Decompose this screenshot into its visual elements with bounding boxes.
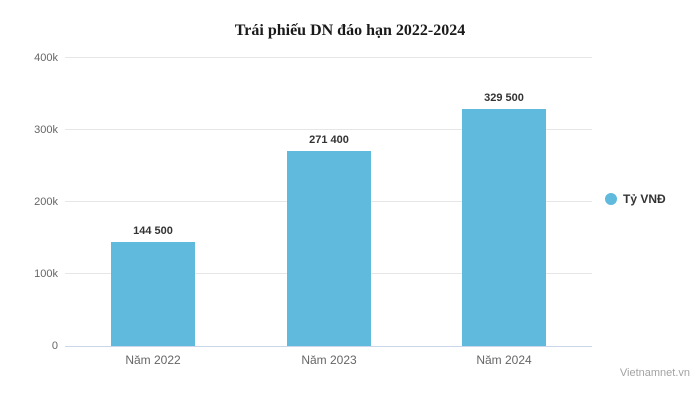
bar-value-label: 144 500 [133, 225, 173, 237]
x-axis-tick-label: Năm 2024 [476, 353, 532, 367]
y-axis-tick-label: 400k [34, 52, 58, 64]
watermark-credit[interactable]: Vietnamnet.vn [619, 367, 690, 379]
bar[interactable] [462, 109, 546, 346]
bar[interactable] [111, 242, 195, 346]
bar-value-label: 329 500 [484, 92, 524, 104]
x-axis-tick-label: Năm 2023 [301, 353, 357, 367]
chart-title: Trái phiếu DN đáo hạn 2022-2024 [234, 22, 466, 39]
legend-marker-circle-icon [605, 193, 617, 205]
y-gridline [65, 57, 592, 58]
x-axis-line [65, 346, 592, 347]
y-axis-tick-label: 200k [34, 196, 58, 208]
y-axis-tick-label: 300k [34, 124, 58, 136]
legend-item[interactable]: Tỷ VNĐ [605, 192, 666, 206]
y-gridline [65, 129, 592, 130]
y-axis-tick-label: 100k [34, 268, 58, 280]
bar-value-label: 271 400 [309, 134, 349, 146]
y-axis-tick-label: 0 [51, 340, 58, 352]
bar[interactable] [287, 151, 371, 346]
legend-label: Tỷ VNĐ [623, 192, 666, 206]
x-axis-tick-label: Năm 2022 [125, 353, 181, 367]
